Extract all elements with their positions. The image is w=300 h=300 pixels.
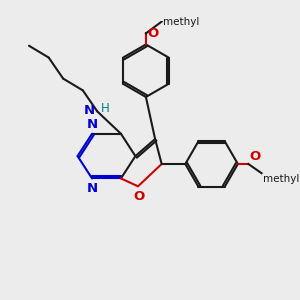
Text: O: O [147,27,158,40]
Text: N: N [86,118,98,130]
Text: methyl: methyl [163,16,200,27]
Text: methyl: methyl [263,175,299,184]
Text: N: N [86,182,98,195]
Text: O: O [250,150,261,163]
Text: O: O [133,190,144,203]
Text: H: H [101,102,110,115]
Text: N: N [84,103,95,117]
